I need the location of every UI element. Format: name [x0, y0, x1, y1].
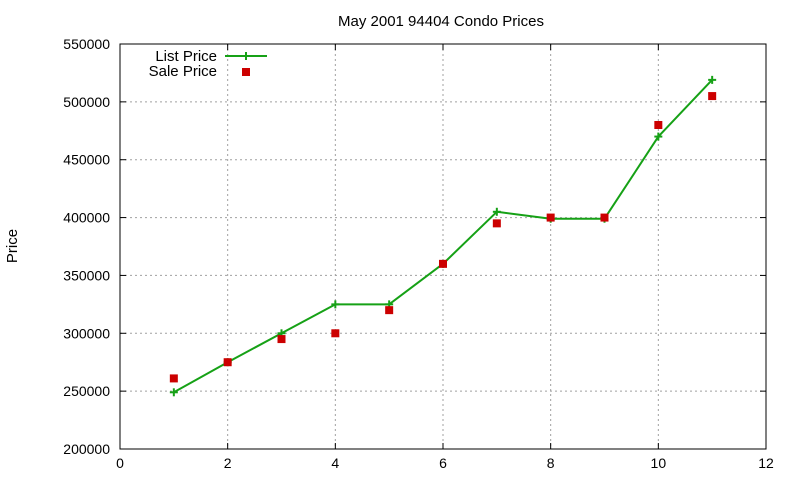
list-price-point: [654, 132, 663, 141]
legend-list-price-sample: [225, 52, 267, 60]
x-tick-label: 6: [439, 455, 447, 471]
y-tick-label: 550000: [63, 36, 110, 52]
list-price-point: [492, 207, 501, 216]
sale-price-point: [277, 335, 286, 344]
x-tick-label: 8: [547, 455, 555, 471]
x-tick-label: 12: [758, 455, 774, 471]
sale-price-point: [654, 121, 663, 129]
axis-ticks: [119, 43, 767, 450]
grid: [120, 44, 766, 449]
sale-price-point: [385, 306, 394, 315]
legend-entry-list-price-label: List Price: [155, 48, 217, 65]
sale-price-point: [546, 213, 555, 222]
y-tick-label: 450000: [63, 152, 110, 168]
y-tick-label: 250000: [63, 383, 110, 399]
list-price-point: [708, 75, 717, 84]
sale-price-point: [600, 213, 609, 222]
y-tick-label: 350000: [63, 267, 110, 283]
y-axis-tick-labels: 200000 250000 300000 350000 400000 450000 5000…: [63, 36, 110, 457]
y-tick-label: 200000: [63, 441, 110, 457]
sale-price-point: [439, 259, 447, 268]
y-tick-label: 500000: [63, 94, 110, 110]
list-price-point: [169, 388, 178, 397]
y-tick-label: 400000: [63, 210, 110, 226]
x-tick-label: 10: [651, 455, 667, 471]
series-layer: [169, 75, 717, 397]
sale-price-point: [223, 358, 232, 367]
x-tick-label: 0: [116, 455, 124, 471]
x-axis-tick-labels: 0 2 4 6 8 10 12: [116, 455, 774, 471]
sale-price-point: [331, 329, 340, 338]
chart-title: May 2001 94404 Condo Prices: [338, 13, 544, 30]
sale-price-point: [492, 219, 501, 228]
x-tick-label: 2: [224, 455, 232, 471]
y-axis-label: Price: [4, 229, 21, 263]
y-tick-label: 300000: [63, 325, 110, 341]
sale-price-point: [708, 92, 717, 101]
legend-sale-price-marker: [242, 68, 250, 76]
legend-sale-price-sample: [242, 68, 250, 76]
list-price-point: [331, 300, 340, 309]
legend: List Price Sale Price: [149, 48, 267, 80]
legend-entry-sale-price-label: Sale Price: [149, 63, 217, 80]
sale-price-point: [169, 374, 178, 383]
x-tick-label: 4: [331, 455, 339, 471]
